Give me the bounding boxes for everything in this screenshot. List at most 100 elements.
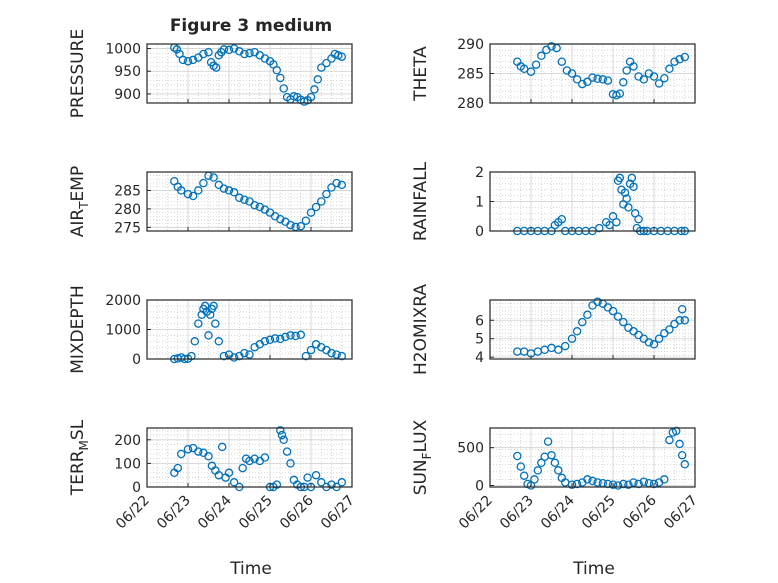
data-point [200,301,210,311]
y-tick-label: 4 [475,350,484,366]
data-point [337,478,347,487]
data-point [194,447,203,456]
x-tick-label: 06/27 [661,493,701,533]
data-point [533,466,543,475]
data-point [276,426,285,435]
data-point [578,317,587,327]
axes-box [489,427,696,488]
data-point [629,182,638,192]
data-point [649,340,659,349]
y-axis-label: H2OMIXRA [411,284,431,375]
data-point [583,475,592,484]
data-point [173,463,183,473]
subplot-rainfall: 0 1 2 RAINFALL [411,161,696,241]
y-tick-label: 5 [475,332,484,348]
data-point [649,72,659,81]
data-point [531,60,541,69]
data-point [620,188,630,197]
y-tick-label: 285 [457,67,484,83]
data-point [204,452,213,461]
data-point [322,58,331,68]
data-point [183,56,193,66]
subplot-sun_flux: 0 500 06/22 06/23 06/24 06/25 06/26 06/27 SUNFLU… [411,419,701,532]
data-point [654,79,664,88]
y-tick-label: 1000 [105,42,141,58]
data-point [603,76,613,85]
x-tick-label: 06/26 [277,492,317,532]
y-tick-label: 0 [132,352,141,368]
data-point [224,468,234,478]
y-tick-label: 0 [475,478,484,494]
data-point [627,173,637,183]
data-point [665,435,674,445]
data-point [209,301,218,311]
data-point [313,75,323,84]
data-point [199,49,208,59]
y-axis-label: THETA [411,46,431,102]
data-point [229,188,239,197]
x-tick-label: 06/26 [620,492,660,532]
data-point [310,85,319,94]
data-point [250,200,259,210]
subplot-terr_msl: 0 100 200 06/22 06/23 06/24 06/25 06/26 06/27 TER… [68,419,358,532]
data-point [608,480,618,489]
y-axis-label: PRESSURE [68,29,88,118]
y-tick-label: 950 [114,64,141,80]
data-point [306,345,316,355]
data-point [265,335,275,345]
axes-box [146,43,353,104]
data-point [583,310,592,320]
data-point [332,350,341,359]
y-tick-label: 2000 [105,293,141,309]
data-point [276,214,285,224]
data-point [613,481,623,490]
data-point [183,189,193,199]
data-point [272,66,282,75]
data-point [286,331,295,340]
y-tick-label: 280 [457,96,484,112]
data-point [550,458,560,468]
data-point [224,45,234,55]
x-tick-label: 06/25 [579,493,619,533]
data-point [250,454,259,463]
y-tick-label: 900 [114,87,141,103]
x-tick-label: 06/22 [456,493,496,533]
data-point [317,63,326,72]
data-point [519,64,529,74]
data-point [327,480,336,489]
data-point [194,319,203,328]
data-point [619,78,628,87]
data-point [245,350,254,359]
x-tick-label: 06/25 [236,493,276,533]
data-point [337,52,347,61]
y-tick-label: 6 [475,313,484,329]
data-point [277,430,287,440]
data-point [680,316,690,325]
x-tick-label: 06/24 [195,492,235,532]
data-point [629,478,638,487]
data-point [593,297,602,307]
data-point [583,77,592,87]
data-point [240,49,249,59]
y-tick-label: 0 [132,480,141,496]
data-point [306,208,316,217]
data-point [322,189,331,199]
y-tick-label: 200 [114,433,141,449]
data-point [219,184,229,193]
data-point [219,45,229,54]
data-point [557,214,567,224]
data-point [260,453,270,462]
y-axis-label: RAINFALL [411,161,431,241]
data-point [311,202,321,212]
data-point [240,348,249,358]
x-tick-label: 06/24 [538,492,578,532]
data-point [276,73,285,83]
data-point [595,223,604,233]
data-point [598,75,608,84]
axes-box [146,427,353,488]
data-point [183,444,193,454]
data-point [547,42,556,51]
data-point [301,216,311,225]
